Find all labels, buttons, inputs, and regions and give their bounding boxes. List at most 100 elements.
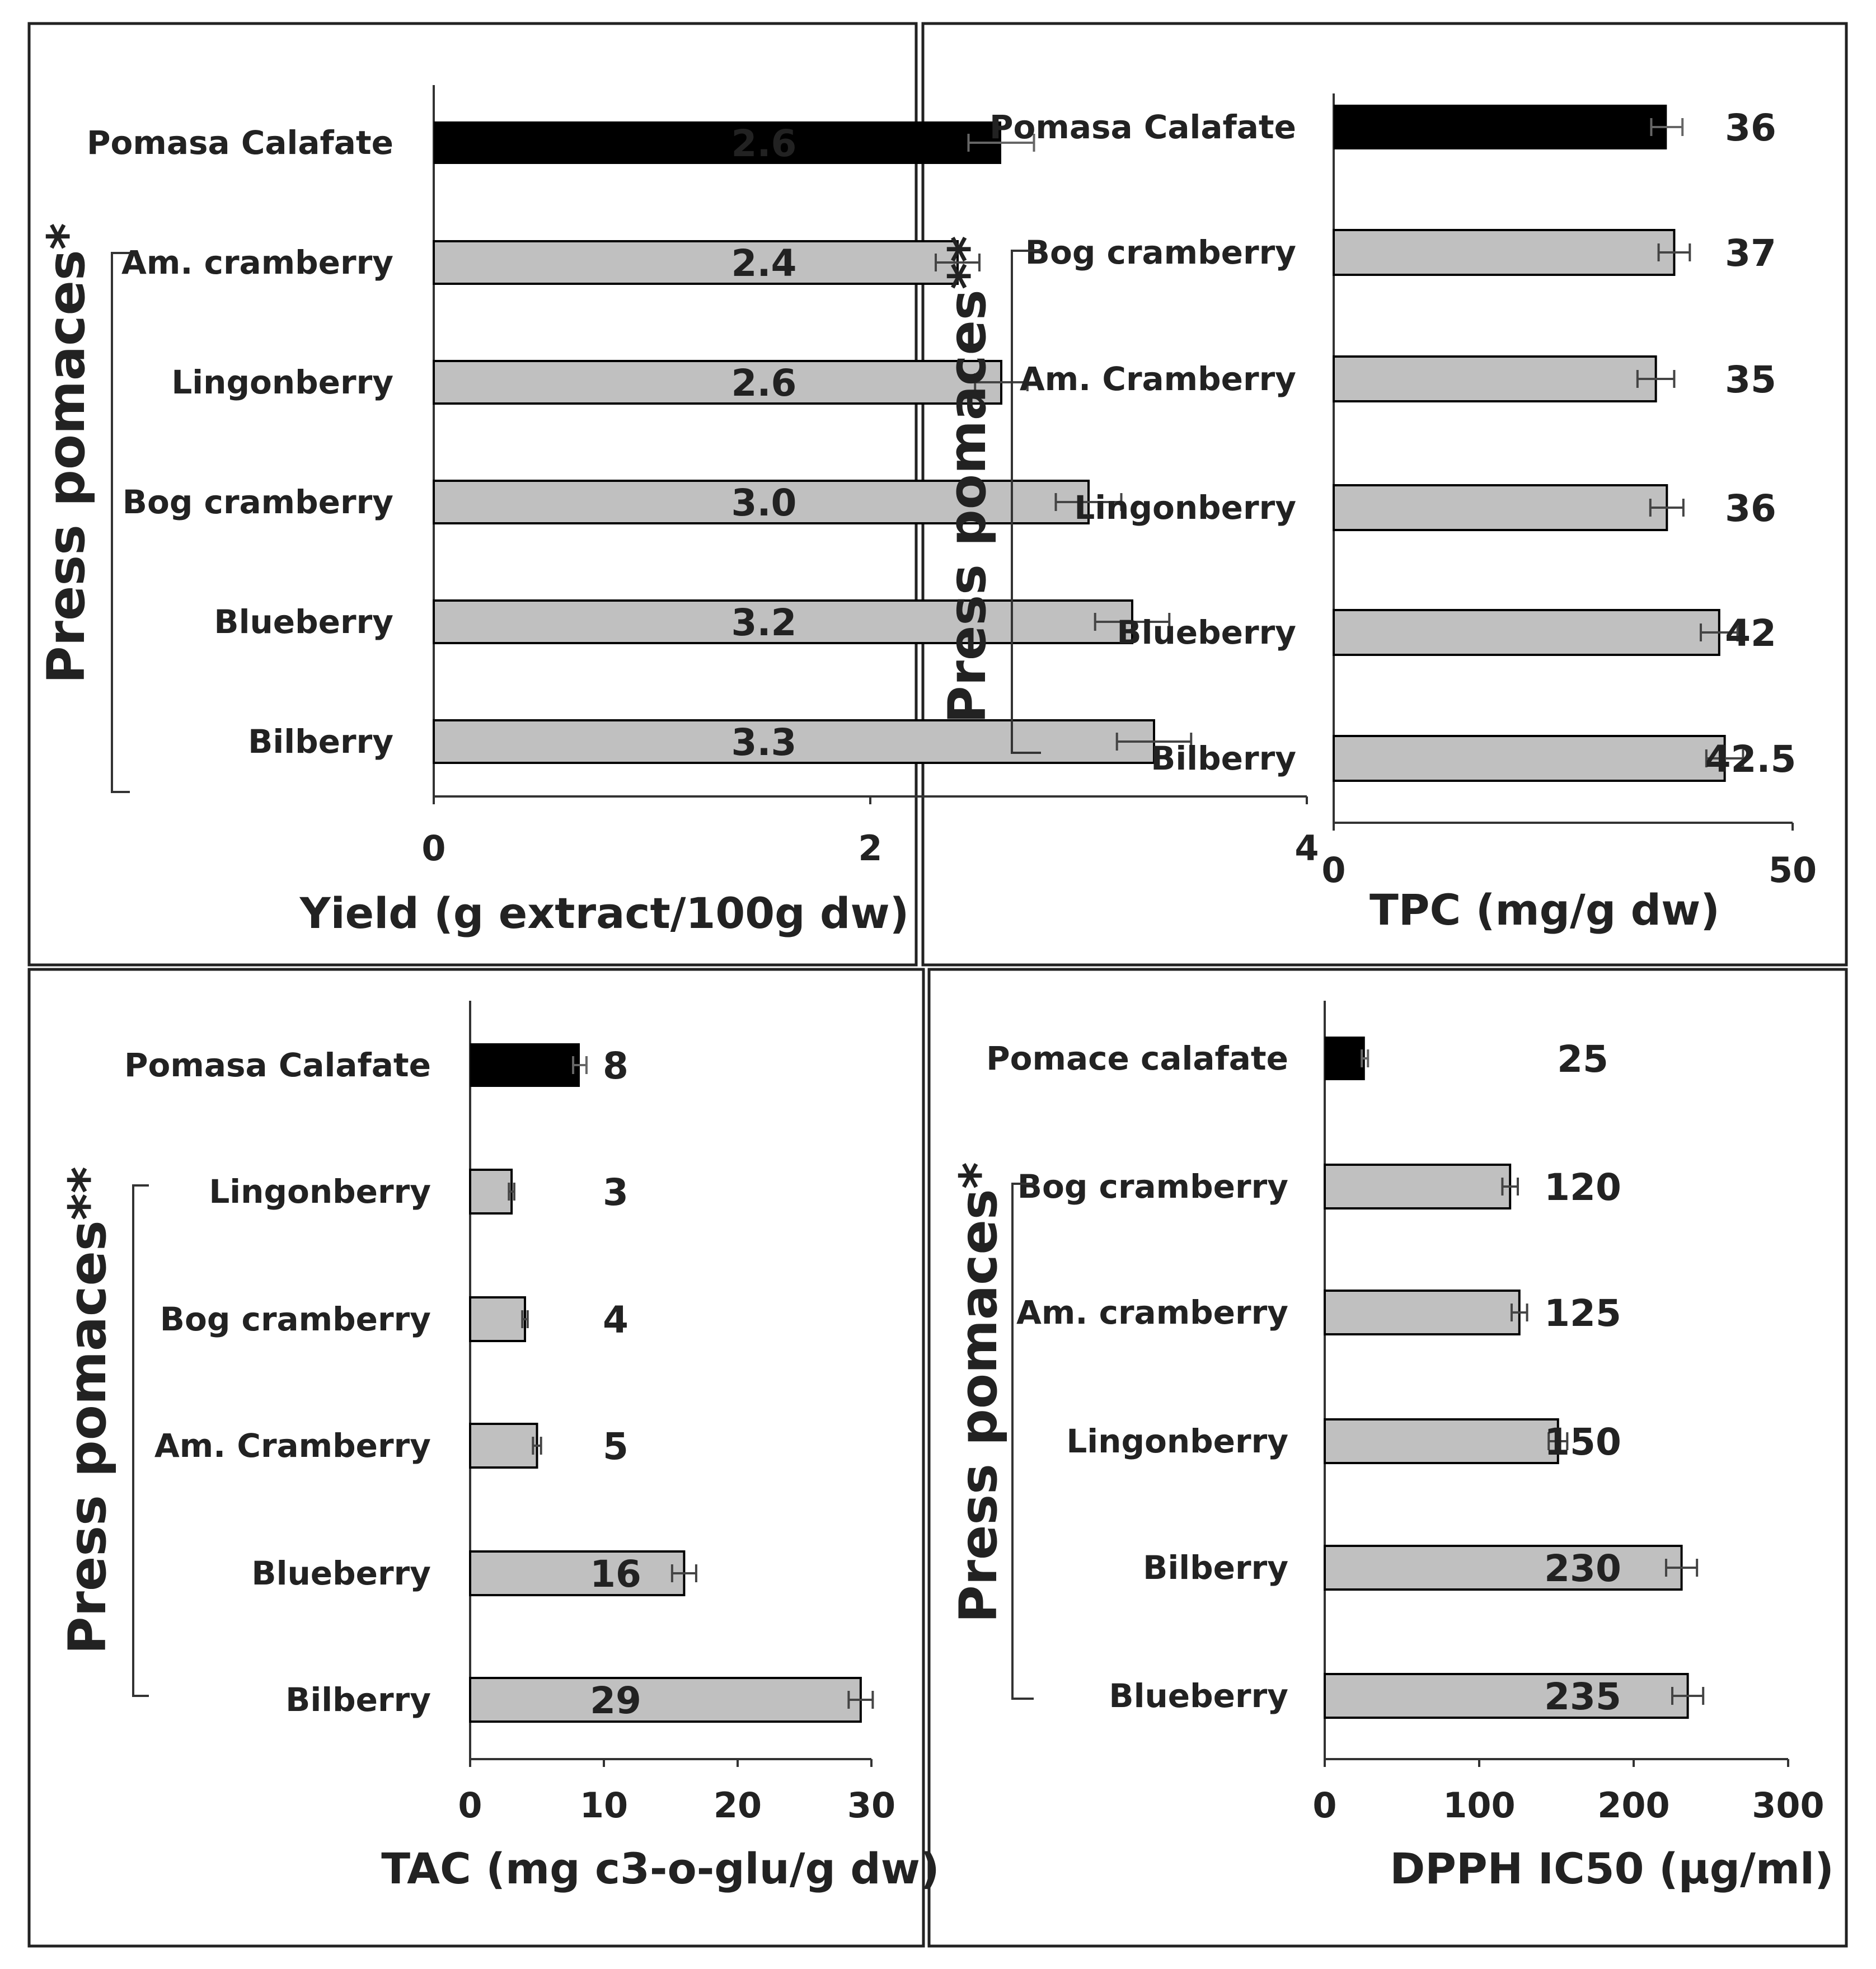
value-label: 125 bbox=[1544, 1292, 1621, 1335]
bar-3 bbox=[1324, 1290, 1521, 1335]
value-label: 16 bbox=[590, 1553, 641, 1596]
value-label: 2.6 bbox=[731, 362, 797, 405]
group-label: Press pomaces** bbox=[58, 1166, 118, 1654]
bar-6 bbox=[1324, 1673, 1689, 1719]
category-label: Am. Cramberry bbox=[1020, 360, 1296, 398]
value-label: 2.6 bbox=[731, 122, 797, 165]
bar-4 bbox=[433, 480, 1090, 524]
category-label: Bilberry bbox=[1151, 739, 1296, 777]
value-label: 37 bbox=[1725, 232, 1776, 275]
group-bracket bbox=[1011, 1183, 1034, 1700]
bar-4 bbox=[469, 1423, 538, 1469]
panel-frame-tac bbox=[27, 968, 925, 1948]
group-bracket bbox=[132, 1184, 149, 1697]
x-tick-label: 0 bbox=[1312, 1785, 1336, 1826]
bar-5 bbox=[1333, 609, 1720, 656]
value-label: 120 bbox=[1544, 1166, 1621, 1209]
x-tick-label: 100 bbox=[1443, 1785, 1515, 1826]
x-axis-title: Yield (g extract/100g dw) bbox=[299, 888, 909, 938]
category-label: Pomasa Calafate bbox=[124, 1046, 431, 1084]
x-tick-label: 200 bbox=[1597, 1785, 1669, 1826]
value-label: 42 bbox=[1725, 612, 1776, 655]
x-axis-title: TPC (mg/g dw) bbox=[1370, 885, 1720, 935]
category-label: Lingonberry bbox=[209, 1173, 431, 1211]
category-label: Am. cramberry bbox=[121, 243, 393, 282]
bar-2 bbox=[1324, 1164, 1512, 1209]
bar-2 bbox=[469, 1169, 513, 1215]
category-label: Bilberry bbox=[285, 1681, 431, 1719]
x-tick-label: 20 bbox=[714, 1785, 762, 1826]
category-label: Lingonberry bbox=[171, 363, 393, 401]
value-label: 3.3 bbox=[731, 721, 797, 764]
x-tick-label: 0 bbox=[1321, 850, 1345, 890]
value-label: 3.2 bbox=[731, 601, 797, 644]
bar-5 bbox=[469, 1550, 686, 1596]
category-label: Lingonberry bbox=[1074, 489, 1296, 527]
category-label: Bog cramberry bbox=[1025, 233, 1296, 271]
x-tick-label: 300 bbox=[1752, 1785, 1824, 1826]
x-tick-label: 2 bbox=[858, 828, 882, 869]
bar-2 bbox=[433, 240, 959, 285]
value-label: 36 bbox=[1725, 487, 1776, 530]
category-label: Bog cramberry bbox=[160, 1300, 431, 1338]
value-label: 36 bbox=[1725, 106, 1776, 149]
bar-6 bbox=[1333, 735, 1726, 782]
group-bracket bbox=[1011, 250, 1041, 754]
value-label: 8 bbox=[603, 1044, 629, 1087]
value-label: 235 bbox=[1544, 1675, 1621, 1718]
value-label: 35 bbox=[1725, 358, 1776, 401]
value-label: 25 bbox=[1557, 1038, 1608, 1081]
group-label: Press pomaces* bbox=[36, 223, 96, 684]
x-tick-label: 30 bbox=[847, 1785, 895, 1826]
category-label: Blueberry bbox=[214, 603, 393, 641]
bar-4 bbox=[1333, 484, 1668, 531]
chart-dpph: 0 100 200 300 Pomace calafate 25 Bog cramberry… bbox=[949, 1001, 1834, 1893]
value-label: 3 bbox=[603, 1171, 629, 1214]
category-label: Bilberry bbox=[1143, 1549, 1288, 1587]
bar-3 bbox=[469, 1296, 526, 1342]
bar-6 bbox=[433, 719, 1155, 764]
bar-3 bbox=[1333, 355, 1657, 402]
bar-3 bbox=[433, 360, 1002, 405]
panel-frame-dpph bbox=[927, 968, 1848, 1948]
bar-5 bbox=[1324, 1545, 1683, 1591]
value-label: 29 bbox=[590, 1679, 641, 1722]
group-bracket bbox=[111, 252, 130, 793]
chart-tac: 0 10 20 30 Pomasa Calafate 8 Lingonberry 3 Bog c… bbox=[58, 1001, 940, 1893]
bar-1 bbox=[1334, 105, 1667, 149]
bar-1 bbox=[434, 121, 1001, 164]
bar-4 bbox=[1324, 1418, 1559, 1464]
x-axis-title: DPPH IC50 (µg/ml) bbox=[1390, 1844, 1834, 1893]
x-tick-label: 0 bbox=[421, 828, 445, 869]
value-label: 42.5 bbox=[1705, 738, 1797, 781]
value-label: 5 bbox=[603, 1425, 629, 1468]
category-label: Pomasa Calafate bbox=[87, 124, 393, 162]
x-tick-label: 10 bbox=[580, 1785, 628, 1826]
chart-yield: 0 2 4 Pomasa Calafate 2.6 Am. cramberry 2.4 Lin… bbox=[36, 85, 1319, 938]
x-tick-label: 50 bbox=[1769, 850, 1817, 890]
x-tick-label: 4 bbox=[1295, 828, 1319, 869]
bar-2 bbox=[1333, 229, 1676, 276]
category-label: Bog cramberry bbox=[123, 483, 393, 521]
category-label: Pomasa Calafate bbox=[989, 108, 1296, 146]
category-label: Pomace calafate bbox=[986, 1039, 1288, 1077]
category-label: Bog cramberry bbox=[1017, 1168, 1288, 1206]
bar-6 bbox=[469, 1677, 862, 1723]
bar-1 bbox=[1325, 1037, 1365, 1080]
bar-1 bbox=[470, 1043, 580, 1087]
category-label: Blueberry bbox=[1117, 613, 1296, 651]
category-label: Bilberry bbox=[248, 723, 393, 761]
value-label: 4 bbox=[603, 1298, 629, 1342]
value-label: 3.0 bbox=[731, 481, 797, 524]
x-axis-title: TAC (mg c3-o-glu/g dw) bbox=[381, 1844, 940, 1893]
category-label: Blueberry bbox=[251, 1554, 431, 1592]
x-tick-label: 0 bbox=[458, 1785, 482, 1826]
category-label: Am. Cramberry bbox=[154, 1427, 431, 1465]
value-label: 230 bbox=[1544, 1547, 1621, 1590]
category-label: Am. cramberry bbox=[1016, 1293, 1288, 1332]
chart-tpc: 0 50 Pomasa Calafate 36 Bog cramberry 37 Am. C… bbox=[937, 93, 1817, 935]
category-label: Blueberry bbox=[1109, 1677, 1288, 1715]
category-label: Lingonberry bbox=[1066, 1422, 1288, 1460]
